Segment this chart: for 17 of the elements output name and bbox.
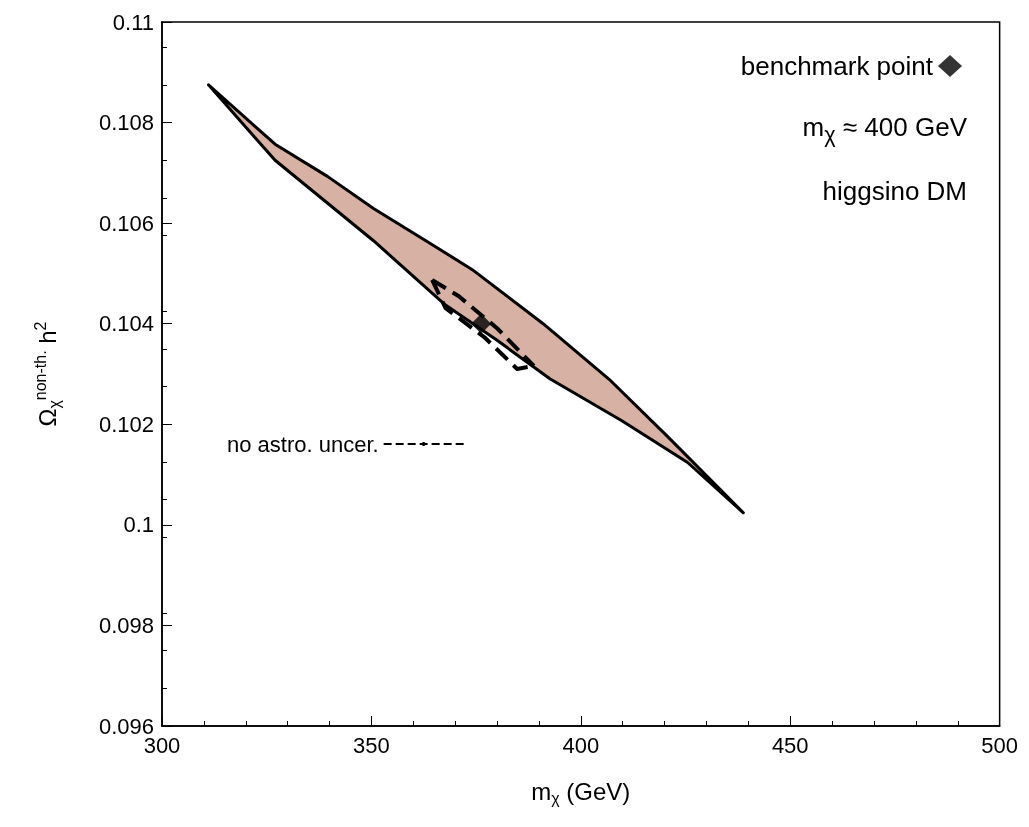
annotation: m$_{χ}$ ≈ 400 GeV xyxy=(802,112,967,149)
legend-label: no astro. uncer. xyxy=(226,431,379,457)
y-tick-label: 0.104 xyxy=(98,311,154,337)
y-axis-title: Ωχnon-th. h2 xyxy=(31,321,63,427)
x-tick-label: 450 xyxy=(771,732,809,758)
y-tick-label: 0.102 xyxy=(98,411,154,437)
x-tick-label: 500 xyxy=(981,732,1019,758)
x-tick-label: 400 xyxy=(562,732,600,758)
x-tick-label: 350 xyxy=(353,732,390,758)
y-tick-label: 0.098 xyxy=(98,612,154,638)
y-tick-label: 0.11 xyxy=(112,9,154,35)
y-tick-label: 0.108 xyxy=(98,110,154,136)
y-tick-label: 0.1 xyxy=(123,512,154,538)
y-tick-label: 0.106 xyxy=(98,210,154,236)
annotation: higgsino DM xyxy=(822,176,967,207)
legend-label: benchmark point xyxy=(740,51,934,81)
y-tick-label: 0.096 xyxy=(98,713,154,739)
